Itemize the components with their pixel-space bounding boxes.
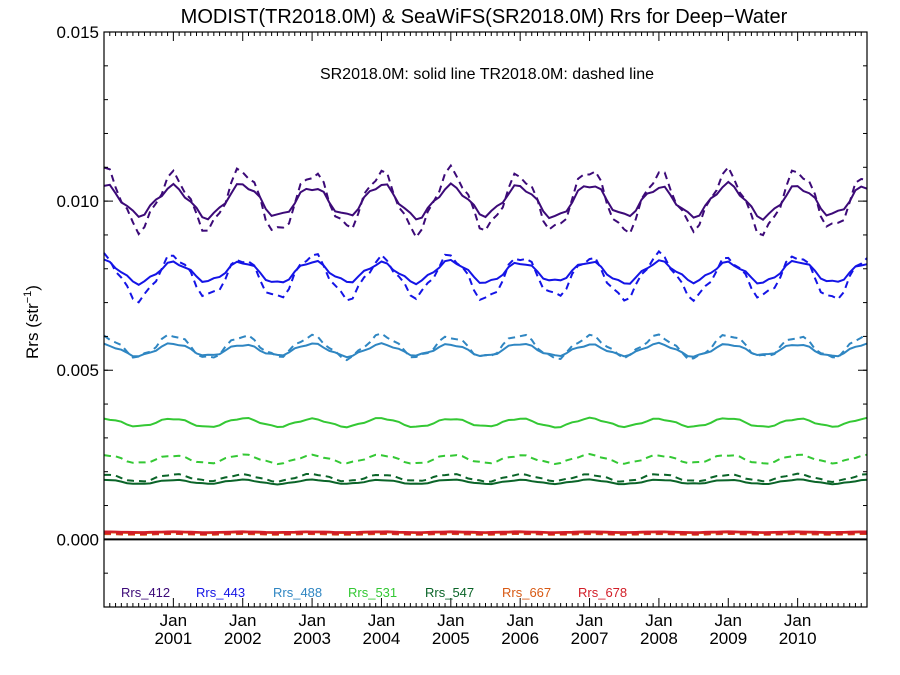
y-axis-label-close: ): [23, 285, 42, 291]
legend: Rrs_412 Rrs_443 Rrs_488 Rrs_531 Rrs_547 Rrs_6…: [121, 585, 627, 600]
x-tick-label-month: Jan: [437, 611, 464, 630]
x-tick-label-year: 2009: [709, 629, 747, 648]
y-axis: 0.000 0.005 0.010 0.015: [56, 23, 867, 608]
series-line-solid-rrs-547: [103, 478, 868, 486]
series-line-dashed-rrs-412: [103, 163, 868, 240]
y-tick-label: 0.015: [56, 23, 99, 42]
x-tick-label-month: Jan: [160, 611, 187, 630]
x-tick-label-year: 2004: [363, 629, 401, 648]
x-tick-label-year: 2002: [224, 629, 262, 648]
series-line-solid-rrs-531: [103, 416, 868, 429]
x-tick-label-month: Jan: [784, 611, 811, 630]
x-axis: Jan2001Jan2002Jan2003Jan2004Jan2005Jan20…: [103, 32, 868, 648]
x-tick-label-year: 2003: [293, 629, 331, 648]
y-axis-label: Rrs (str−1): [22, 285, 42, 359]
y-tick-label: 0.010: [56, 192, 99, 211]
plot-lines: [103, 163, 868, 541]
series-line-solid-rrs-443: [103, 258, 868, 286]
x-tick-label-month: Jan: [645, 611, 672, 630]
chart-title: MODIST(TR2018.0M) & SeaWiFS(SR2018.0M) R…: [181, 6, 788, 28]
series-line-solid-rrs-678: [104, 530, 867, 534]
series-line-dashed-rrs-531: [103, 452, 868, 466]
y-tick-label: 0.005: [56, 361, 99, 380]
x-tick-label-year: 2001: [154, 629, 192, 648]
x-tick-label-month: Jan: [506, 611, 533, 630]
series-line-solid-rrs-488: [103, 341, 868, 359]
x-tick-label-month: Jan: [715, 611, 742, 630]
legend-entry-rrs-678: Rrs_678: [578, 585, 627, 600]
y-tick-label: 0.000: [56, 530, 99, 549]
legend-entry-rrs-412: Rrs_412: [121, 585, 170, 600]
legend-entry-rrs-547: Rrs_547: [425, 585, 474, 600]
x-tick-label-year: 2006: [501, 629, 539, 648]
y-axis-label-main: Rrs (str: [23, 303, 42, 359]
legend-entry-rrs-667: Rrs_667: [502, 585, 551, 600]
series-line-dashed-rrs-678: [104, 532, 867, 536]
chart-subtitle: SR2018.0M: solid line TR2018.0M: dashed …: [320, 66, 654, 83]
series-line-solid-rrs-412: [103, 180, 868, 221]
legend-entry-rrs-443: Rrs_443: [196, 585, 245, 600]
x-tick-label-year: 2007: [571, 629, 609, 648]
series-line-dashed-rrs-547: [104, 472, 868, 484]
x-tick-label-month: Jan: [229, 611, 256, 630]
legend-entry-rrs-488: Rrs_488: [273, 585, 322, 600]
x-tick-label-month: Jan: [298, 611, 325, 630]
x-tick-label-month: Jan: [576, 611, 603, 630]
x-tick-label-year: 2008: [640, 629, 678, 648]
legend-entry-rrs-531: Rrs_531: [348, 585, 397, 600]
x-tick-label-year: 2010: [779, 629, 817, 648]
x-tick-label-year: 2005: [432, 629, 470, 648]
plot-frame: [103, 31, 868, 608]
x-tick-label-month: Jan: [368, 611, 395, 630]
y-axis-label-sup: −1: [22, 291, 34, 304]
